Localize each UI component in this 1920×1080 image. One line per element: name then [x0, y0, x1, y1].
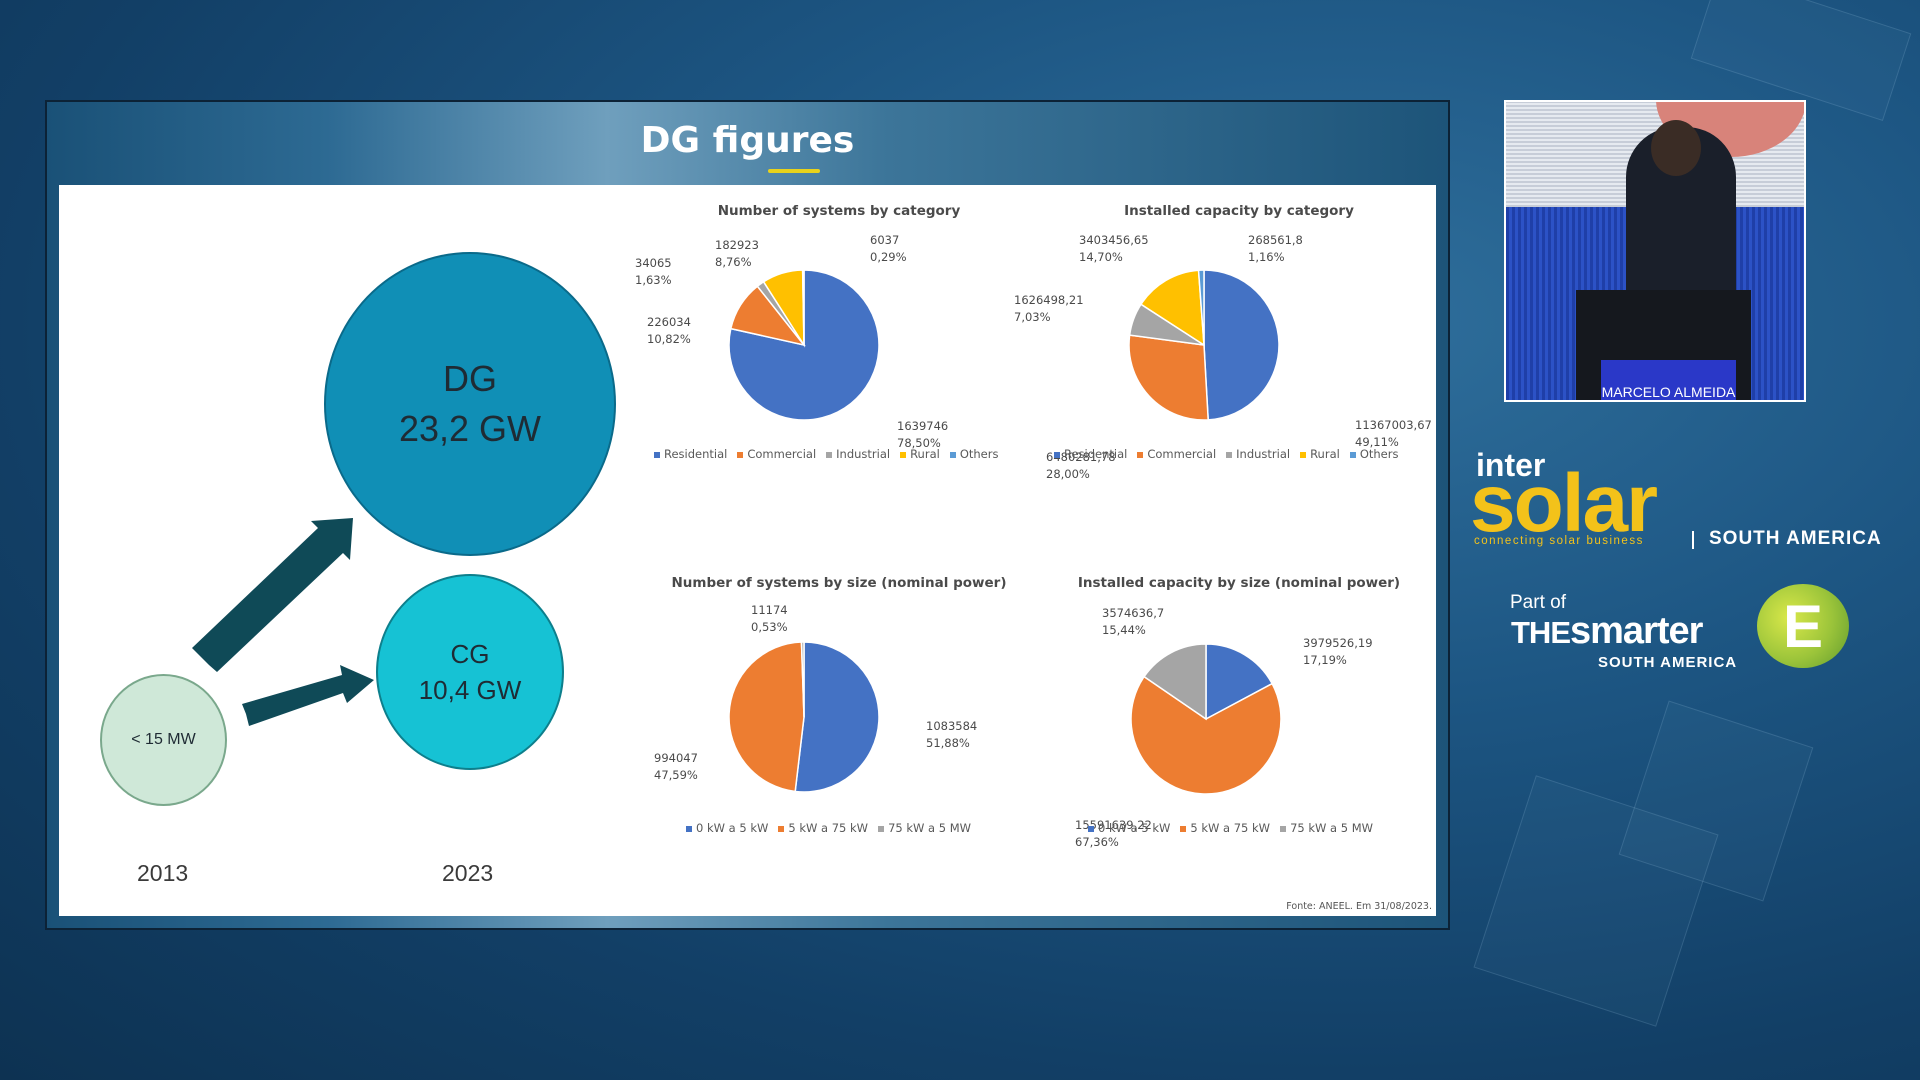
- chart4-legend: 0 kW a 5 kW 5 kW a 75 kW 75 kW a 5 MW: [1088, 821, 1373, 835]
- legend-item: Others: [1349, 447, 1398, 461]
- pie-slice-75-kw-a-5-mw: [800, 641, 805, 718]
- presentation-slide: DG figures DG 23,2 GW CG 10,4 GW < 15 MW…: [45, 100, 1450, 930]
- chart1-legend: Residential Commercial Industrial Rural …: [654, 447, 998, 461]
- intersolar-tagline: connecting solar business: [1474, 535, 1644, 547]
- chart4-label-0kw-5kw: 3979526,19 17,19%: [1303, 636, 1373, 667]
- chart1-label-industrial: 34065 1,63%: [635, 256, 672, 287]
- legend-item: Residential: [1054, 447, 1127, 461]
- legend-item: 0 kW a 5 kW: [1088, 821, 1170, 835]
- chart3-legend: 0 kW a 5 kW 5 kW a 75 kW 75 kW a 5 MW: [686, 821, 971, 835]
- chart2-label-residential: 11367003,67 49,11%: [1355, 418, 1432, 449]
- chart2-title: Installed capacity by category: [1124, 203, 1354, 219]
- intersolar-logo-inter: inter: [1476, 447, 1546, 483]
- chart1-pie: [728, 269, 880, 421]
- arrow-up-icon: [192, 518, 353, 672]
- legend-item: 5 kW a 75 kW: [778, 821, 868, 835]
- legend-item: Commercial: [1137, 447, 1216, 461]
- legend-item: Rural: [900, 447, 940, 461]
- cg-value: 10,4 GW: [418, 675, 522, 705]
- speaker-name-tag: MARCELO ALMEIDA: [1601, 360, 1736, 400]
- pie-slice-0-kw-a-5-kw: [1205, 643, 1274, 721]
- smarter-e-region: SOUTH AMERICA: [1598, 654, 1738, 671]
- chart4-label-5kw-75kw: 15591639,22 67,36%: [1075, 818, 1152, 849]
- year-2013: 2013: [137, 860, 189, 886]
- smarter-e-icon: E: [1757, 584, 1849, 668]
- pie-slice-5-kw-a-75-kw: [728, 641, 805, 793]
- legend-item: 5 kW a 75 kW: [1180, 821, 1270, 835]
- cg-label: CG: [450, 639, 490, 669]
- slide-content: DG 23,2 GW CG 10,4 GW < 15 MW 2013 2023 …: [59, 185, 1436, 916]
- pie-slice-others: [801, 269, 805, 346]
- chart4-title: Installed capacity by size (nominal powe…: [1077, 575, 1401, 591]
- legend-item: 0 kW a 5 kW: [686, 821, 768, 835]
- speaker-camera-feed: MARCELO ALMEIDA: [1504, 100, 1806, 402]
- legend-item: Rural: [1300, 447, 1340, 461]
- legend-item: Residential: [654, 447, 727, 461]
- legend-item: Industrial: [1226, 447, 1290, 461]
- pie-slice-commercial: [1128, 334, 1209, 421]
- chart3-title: Number of systems by size (nominal power…: [671, 575, 1007, 591]
- small-label: < 15 MW: [131, 731, 196, 748]
- legend-item: Commercial: [737, 447, 816, 461]
- chart2-pie: [1128, 269, 1280, 421]
- legend-item: 75 kW a 5 MW: [878, 821, 971, 835]
- chart4-pie: [1130, 643, 1282, 795]
- arrows: [192, 518, 374, 726]
- chart2-label-rural: 3403456,65 14,70%: [1079, 233, 1149, 264]
- legend-item: Industrial: [826, 447, 890, 461]
- the-smarter-e-logo: THEsmarter: [1511, 610, 1703, 653]
- chart1-label-commercial: 226034 10,82%: [647, 315, 691, 346]
- pie-slice-0-kw-a-5-kw: [794, 641, 880, 793]
- legend-item: 75 kW a 5 MW: [1280, 821, 1373, 835]
- chart3-label-75kw-5mw: 11174 0,53%: [751, 603, 788, 634]
- slide-title: DG figures: [640, 120, 855, 161]
- title-underline: [768, 169, 820, 173]
- part-of-label: Part of: [1510, 592, 1566, 613]
- chart2-label-commercial: 6480281,78 28,00%: [1046, 450, 1116, 481]
- arrow-right-icon: [242, 665, 374, 726]
- intersolar-logo-solar: solar: [1470, 458, 1658, 549]
- year-2023: 2023: [442, 860, 494, 886]
- chart1-label-residential: 1639746 78,50%: [897, 419, 949, 450]
- chart1-label-rural: 182923 8,76%: [715, 238, 759, 269]
- chart1-label-others: 6037 0,29%: [870, 233, 907, 264]
- intersolar-region: SOUTH AMERICA: [1709, 528, 1882, 549]
- chart3-label-0kw-5kw: 1083584 51,88%: [926, 719, 978, 750]
- dg-circle: DG 23,2 GW: [324, 252, 616, 556]
- the-label: THE: [1511, 615, 1571, 650]
- pie-slice-75-kw-a-5-mw: [1143, 643, 1207, 721]
- legend-item: Others: [949, 447, 998, 461]
- brand-separator: [1692, 531, 1694, 549]
- pie-slice-5-kw-a-75-kw: [1130, 675, 1282, 795]
- small-dg-circle: < 15 MW: [100, 674, 227, 806]
- chart2-legend: Residential Commercial Industrial Rural …: [1054, 447, 1398, 461]
- chart1-title: Number of systems by category: [717, 203, 961, 219]
- dg-value: 23,2 GW: [398, 408, 542, 449]
- pie-slice-rural: [1139, 269, 1205, 347]
- chart4-label-75kw-5mw: 3574636,7 15,44%: [1102, 606, 1165, 637]
- source-note: Fonte: ANEEL. Em 31/08/2023.: [1286, 901, 1432, 912]
- pie-slice-residential: [1203, 269, 1280, 421]
- chart3-label-5kw-75kw: 994047 47,59%: [654, 751, 698, 782]
- cg-circle: CG 10,4 GW: [376, 574, 564, 770]
- chart3-pie: [728, 641, 880, 793]
- pie-slice-others: [1197, 269, 1205, 346]
- chart2-label-industrial: 1626498,21 7,03%: [1014, 293, 1084, 324]
- dg-label: DG: [443, 358, 497, 399]
- speaker-head: [1651, 120, 1701, 176]
- smarter-label: smarter: [1570, 610, 1703, 652]
- chart2-label-others: 268561,8 1,16%: [1248, 233, 1303, 264]
